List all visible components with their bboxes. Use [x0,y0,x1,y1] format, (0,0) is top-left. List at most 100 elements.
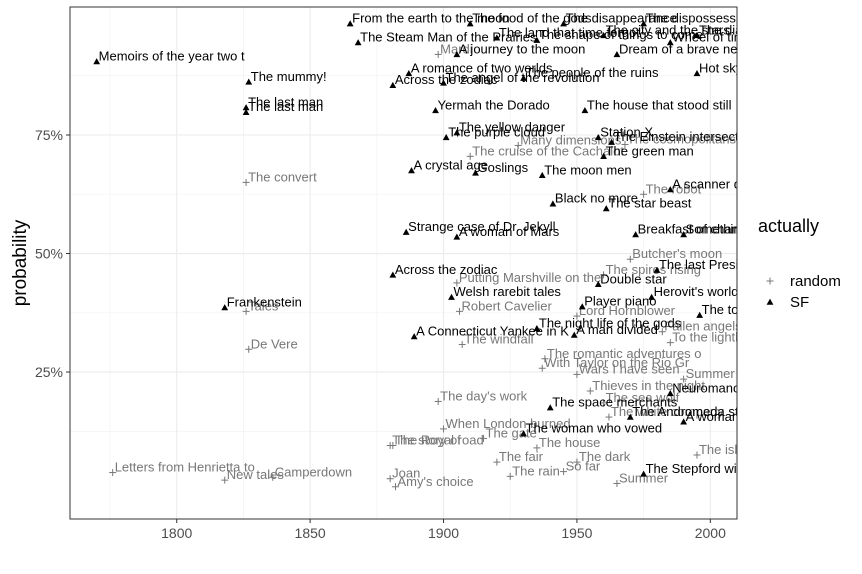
sf-point-label: A scanner darkly [672,177,769,192]
random-point-label: The dark [579,449,631,464]
sf-point-label: The city and the stars [606,22,731,37]
sf-marker [354,39,362,46]
sf-point-label: Welsh rarebit tales [454,284,562,299]
sf-point-label: Yermah the Dorado [438,97,550,112]
sf-marker [466,20,474,27]
sf-point-label: Strange case of Dr. Jekyll [408,219,556,234]
sf-marker [546,404,554,411]
random-marker [613,479,621,487]
sf-marker [549,200,557,207]
x-tick-label: 2000 [695,525,726,541]
y-axis-title: probability [10,219,31,306]
sf-marker [493,34,501,41]
legend: actually random SF [758,216,841,311]
sf-point-label: The Andromeda strain [632,404,760,419]
random-marker [493,458,501,466]
sf-point-label: Breakfast of champions [638,222,774,237]
sf-marker [600,32,607,39]
sf-marker [408,167,415,174]
sf-marker [538,171,546,179]
sf-point-label: The woman who vowed [526,421,663,436]
random-point-label: The house [539,435,600,450]
sf-marker [626,413,634,420]
plot-panel: The convert Tales De Vere Letters from Henr… [69,6,854,520]
sf-marker [453,129,461,136]
random-point-label: The Royal road [395,433,484,448]
sf-point-label: The purple cloud [448,124,545,139]
sf-point-label: The food of the gods [472,11,592,26]
sf-point-label: Player piano [584,294,656,309]
sf-point-label: A journey to the moon [459,41,585,56]
random-point-label: When London burned [446,416,571,431]
random-marker [586,387,594,395]
y-axis: 25% 50% 75% [35,127,70,380]
sf-marker [346,20,354,27]
sf-marker [520,74,527,81]
random-point-label: The cruise of the Cachalot [472,143,624,158]
random-point-label: The sea wolf [606,390,680,405]
sf-point-label: Frankenstein [227,295,302,310]
random-point-label: The windfall [464,332,533,347]
sf-point-label: A man divided [576,322,658,337]
sf-marker [472,169,479,176]
random-marker [391,483,399,491]
sf-point-label: Across the zodiac [395,262,498,277]
random-marker [560,468,568,476]
random-marker [626,255,634,263]
sf-point-label: A woman on the edge of time [686,409,854,424]
sf-point-label: Goslings [478,160,529,175]
sf-point-label: The shape of things to come [539,27,703,42]
sf-marker [221,304,229,311]
sf-marker [613,51,621,58]
x-axis: 1800 1850 1900 1950 2000 [161,519,726,541]
sf-marker [696,311,704,318]
random-point-label: The convert [248,169,317,184]
random-point-label: The cosmopolitans [627,131,737,146]
sf-point-label: The dispossessed [646,11,751,26]
sf-marker [578,303,586,310]
y-tick-label: 25% [35,364,63,380]
random-marker [109,469,117,477]
sf-marker [680,418,688,425]
sf-marker [389,271,397,278]
random-marker [440,425,448,433]
random-marker [541,355,549,363]
random-point-label: Camperdown [275,464,352,479]
random-point-label: Letters from Henrietta to [115,460,255,475]
random-point-label: To the lighthouse [672,330,770,345]
random-point-label: So far [566,459,601,474]
sf-point-label: Hot sky at midnight [699,60,810,75]
sf-marker [560,20,567,27]
sf-marker [405,69,413,77]
sf-marker [440,79,447,86]
random-point-label: De Vere [251,336,298,351]
sf-marker [442,133,450,141]
sf-marker [242,104,250,111]
random-point-label: The island [699,442,759,457]
random-point-label: Butcher's moon [632,246,722,261]
sf-marker [389,81,397,88]
major-gridlines [70,7,737,519]
sf-marker [640,470,648,477]
panel-border [69,6,738,520]
random-marker [242,178,250,186]
sf-marker [242,108,250,115]
random-point-label: Joan [392,466,420,481]
y-tick-label: 50% [35,246,63,262]
sf-marker [602,205,610,212]
sf-marker [766,298,774,305]
sf-point-label: Dream of a brave new world [619,41,782,56]
sf-point-label: The space merchants [552,395,678,410]
random-point-label: The rain [512,463,560,478]
random-point-label: Thieves in the night [592,378,705,393]
random-marker [514,141,522,149]
sf-point-label: The disappearance [566,11,677,26]
sf-point-label: The moon men [544,162,631,177]
sf-marker [533,325,541,332]
random-marker [538,364,546,372]
legend-label-random: random [790,273,841,290]
sf-point-label: A romance of two worlds [411,60,553,75]
minor-gridlines [70,7,737,519]
sf-marker [448,293,455,300]
